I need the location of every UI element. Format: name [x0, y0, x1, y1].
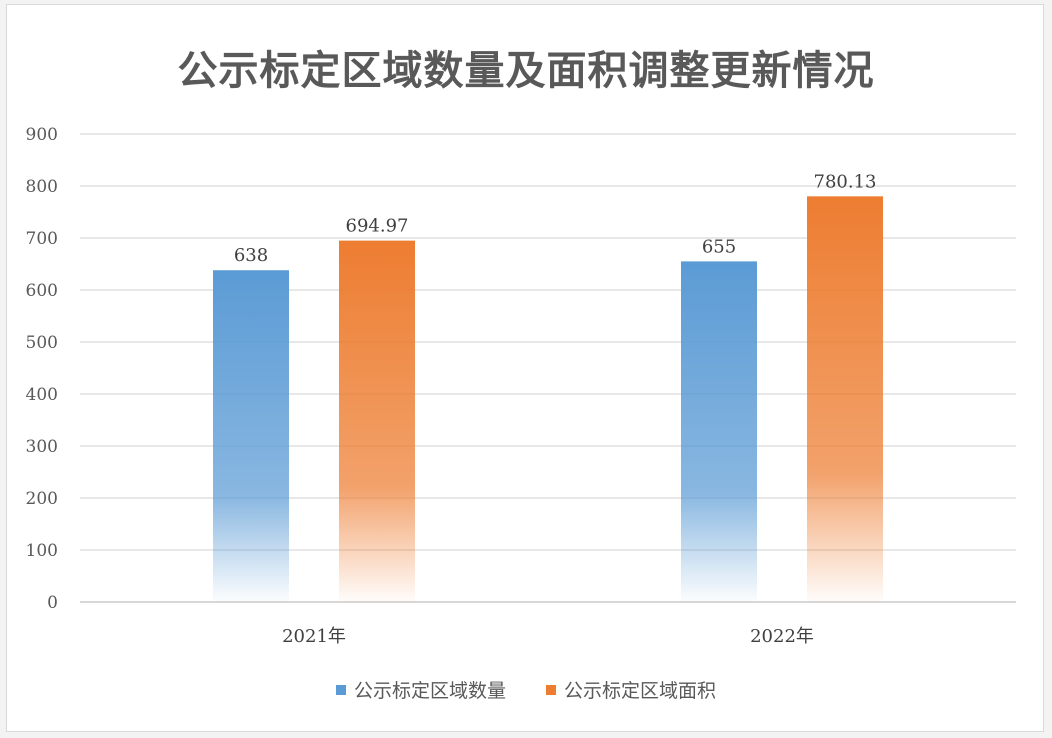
y-tick-label: 100 — [26, 541, 58, 561]
x-category-label: 2022年 — [750, 626, 814, 647]
y-tick-label: 200 — [26, 489, 58, 509]
legend: 公示标定区域数量 公示标定区域面积 — [0, 676, 1052, 703]
data-label: 694.97 — [346, 216, 409, 237]
y-tick-label: 300 — [26, 437, 58, 457]
y-tick-label: 700 — [26, 229, 58, 249]
y-tick-label: 400 — [26, 385, 58, 405]
data-label: 780.13 — [814, 171, 877, 192]
data-label: 655 — [702, 236, 736, 257]
legend-swatch-count — [335, 684, 346, 695]
x-category-label: 2021年 — [282, 626, 346, 647]
y-tick-label: 0 — [47, 593, 58, 613]
legend-item-count: 公示标定区域数量 — [335, 676, 506, 703]
y-tick-label: 800 — [26, 177, 58, 197]
legend-label-area: 公示标定区域面积 — [564, 680, 717, 702]
legend-item-area: 公示标定区域面积 — [546, 676, 716, 703]
y-axis-ticks: 0 100 200 300 400 500 600 700 800 900 — [26, 125, 58, 613]
bar — [807, 196, 883, 602]
x-axis-categories: 2021年 2022年 — [282, 626, 814, 647]
bar — [213, 270, 289, 602]
y-tick-label: 600 — [26, 281, 58, 301]
legend-label-count: 公示标定区域数量 — [353, 680, 506, 702]
data-labels: 638 694.97 655 780.13 — [234, 171, 877, 266]
bar — [681, 261, 757, 602]
bar — [339, 240, 415, 602]
data-label: 638 — [234, 245, 268, 266]
bars — [213, 196, 883, 602]
chart-title: 公示标定区域数量及面积调整更新情况 — [177, 48, 875, 94]
y-tick-label: 500 — [26, 333, 58, 353]
y-tick-label: 900 — [26, 125, 58, 145]
legend-swatch-area — [546, 684, 556, 695]
